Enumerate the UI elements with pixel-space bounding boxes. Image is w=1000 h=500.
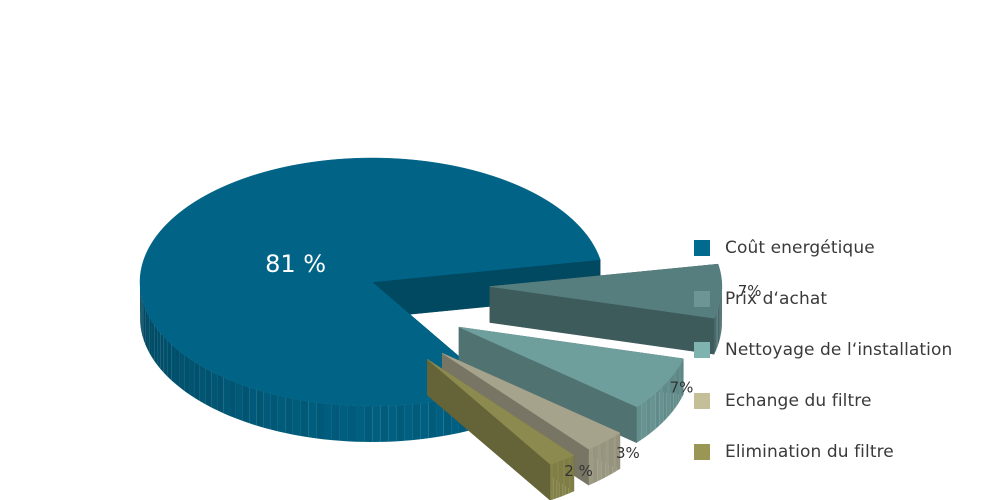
pie-slice-elimination-du-filtre (427, 358, 575, 500)
pie-slice-nettoyage-de-l-installation (458, 326, 684, 444)
legend-label: Elimination du filtre (725, 441, 894, 462)
legend-label: Coût energétique (725, 237, 875, 258)
legend-label: Nettoyage de l‘installation (725, 339, 953, 360)
legend-swatch (694, 239, 710, 256)
data-label-nettoyage-de-l-installation: 7% (670, 379, 694, 397)
data-label-cout-energetique: 81 % (265, 250, 326, 278)
legend: Coût energétique Prix d‘achat Nettoyage … (694, 222, 994, 477)
legend-swatch (694, 392, 710, 409)
legend-label: Echange du filtre (725, 390, 872, 411)
legend-swatch (694, 341, 710, 358)
data-label-prix-d-achat: 7% (738, 282, 762, 300)
legend-item-prix-achat: Prix d‘achat (694, 273, 994, 324)
legend-swatch (694, 443, 710, 460)
legend-item-nettoyage: Nettoyage de l‘installation (694, 324, 994, 375)
data-label-echange-du-filtre: 3% (616, 444, 640, 462)
data-label-elimination-du-filtre: 2 % (564, 462, 593, 480)
legend-item-cout-energetique: Coût energétique (694, 222, 994, 273)
legend-item-elimination-filtre: Elimination du filtre (694, 426, 994, 477)
legend-swatch (694, 290, 710, 307)
legend-label: Prix d‘achat (725, 288, 828, 309)
legend-item-echange-filtre: Echange du filtre (694, 375, 994, 426)
pie-slice-prix-d-achat (489, 263, 723, 355)
